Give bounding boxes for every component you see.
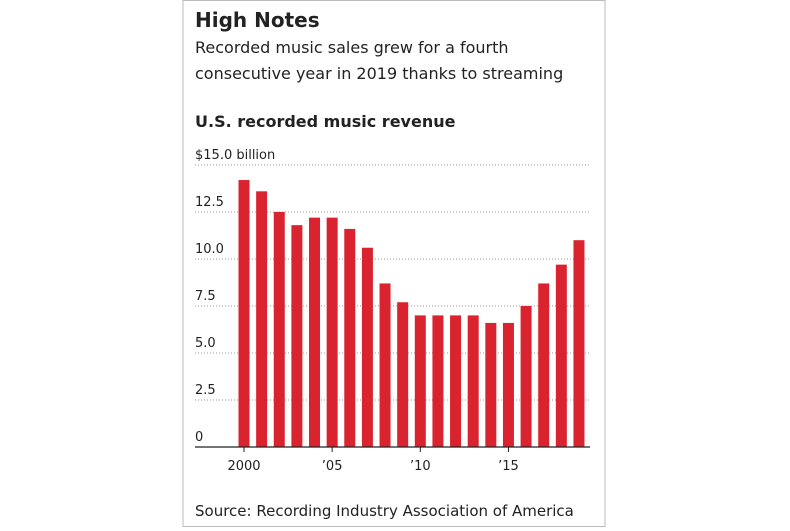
bar xyxy=(432,315,444,447)
bar xyxy=(414,315,426,447)
bar xyxy=(379,283,391,447)
bar xyxy=(555,264,567,447)
subtitle: consecutive year in 2019 thanks to strea… xyxy=(195,64,563,83)
bar xyxy=(502,322,514,447)
source: Source: Recording Industry Association o… xyxy=(195,502,574,520)
y-tick-label: 10.0 xyxy=(195,242,224,257)
y-tick-label: 12.5 xyxy=(195,195,224,210)
y-tick-label: 0 xyxy=(195,430,203,445)
x-tick-label: ’10 xyxy=(410,459,431,474)
x-tick-label: 2000 xyxy=(227,459,260,474)
bar xyxy=(256,191,268,447)
bar xyxy=(361,247,373,447)
bar xyxy=(309,217,321,447)
bar xyxy=(538,283,550,447)
y-tick-label: $15.0 billion xyxy=(195,148,275,163)
y-tick-label: 7.5 xyxy=(195,289,216,304)
title: High Notes xyxy=(195,8,320,32)
bar xyxy=(291,225,303,447)
bar xyxy=(485,322,497,447)
bar xyxy=(467,315,479,447)
bar xyxy=(450,315,462,447)
y-tick-label: 2.5 xyxy=(195,383,216,398)
bar xyxy=(397,302,409,447)
bar xyxy=(238,180,250,448)
y-tick-label: 5.0 xyxy=(195,336,216,351)
chart-title: U.S. recorded music revenue xyxy=(195,112,456,131)
bar xyxy=(273,212,285,447)
x-tick-label: ’05 xyxy=(322,459,343,474)
x-tick-label: ’15 xyxy=(498,459,519,474)
bar xyxy=(573,240,585,447)
bar xyxy=(520,306,532,447)
bar xyxy=(344,228,356,447)
bar xyxy=(326,217,338,447)
subtitle: Recorded music sales grew for a fourth xyxy=(195,38,509,57)
